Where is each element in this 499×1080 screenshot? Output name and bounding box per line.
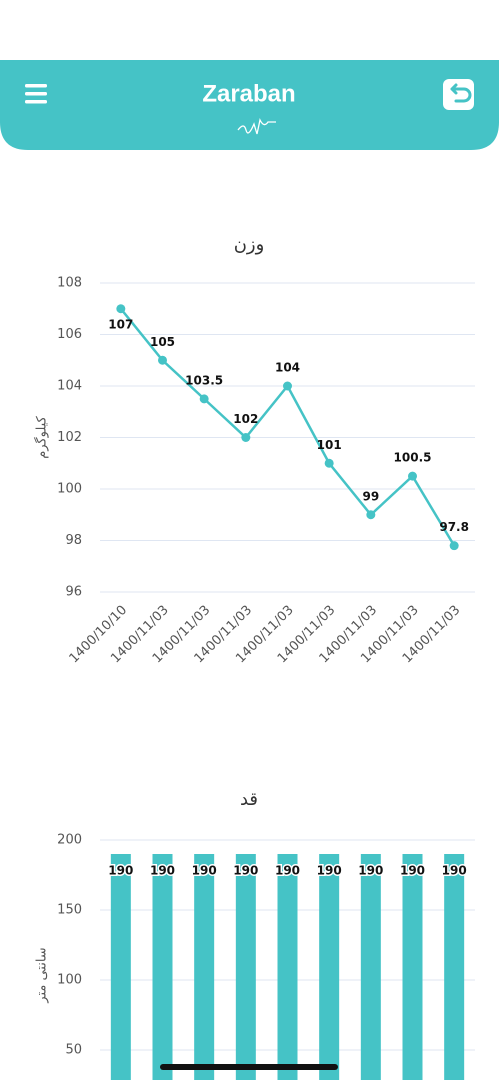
y-tick-label: 106 [57,327,82,342]
y-tick-label: 96 [65,585,82,600]
y-tick-label: 200 [57,833,82,848]
value-label: 190 [400,864,425,878]
bar [194,854,215,1080]
value-label: 97.8 [439,520,469,534]
value-label: 105 [150,335,175,349]
bar [110,854,131,1080]
value-label: 190 [275,864,300,878]
point [324,458,334,468]
value-label: 190 [192,864,217,878]
home-indicator [160,1064,338,1070]
point [449,541,459,551]
point [116,304,126,314]
y-tick-label: 100 [57,482,82,497]
y-tick-label: 108 [57,276,82,291]
menu-button[interactable] [25,84,47,104]
y-tick-label: 104 [57,379,82,394]
point [199,394,209,404]
value-label: 102 [233,412,258,426]
point [158,355,167,365]
app-bar [0,60,499,150]
bar [444,854,465,1080]
y-axis-label: کیلوگرم [34,415,50,458]
value-label: 99 [362,489,379,503]
y-tick-label: 150 [57,903,82,918]
point [241,433,251,442]
back-button[interactable] [443,79,474,110]
value-label: 104 [275,361,300,375]
y-axis-label: سانتی متر [35,947,50,1003]
value-label: 101 [317,438,342,452]
value-label: 190 [317,864,342,878]
y-tick-label: 98 [65,533,82,548]
bar [402,854,423,1080]
value-label: 190 [442,864,467,878]
point [408,471,417,481]
logo [237,118,276,135]
app-title: Zaraban [202,80,295,107]
bar [277,854,298,1080]
y-tick-label: 50 [65,1043,82,1058]
point [366,510,376,520]
y-tick-label: 100 [57,973,82,988]
value-label: 190 [150,864,175,878]
value-label: 103.5 [185,373,223,387]
bar [360,854,381,1080]
chart-title: قد [240,789,258,810]
chart-title: وزن [234,234,265,255]
value-label: 190 [108,864,133,878]
value-label: 107 [108,317,133,331]
bar [319,854,340,1080]
value-label: 190 [358,864,383,878]
value-label: 190 [233,864,258,878]
value-label: 100.5 [394,451,432,465]
point [283,381,292,391]
y-tick-label: 102 [57,430,82,445]
bar [235,854,256,1080]
bar [152,854,173,1080]
status-bar [0,0,499,60]
